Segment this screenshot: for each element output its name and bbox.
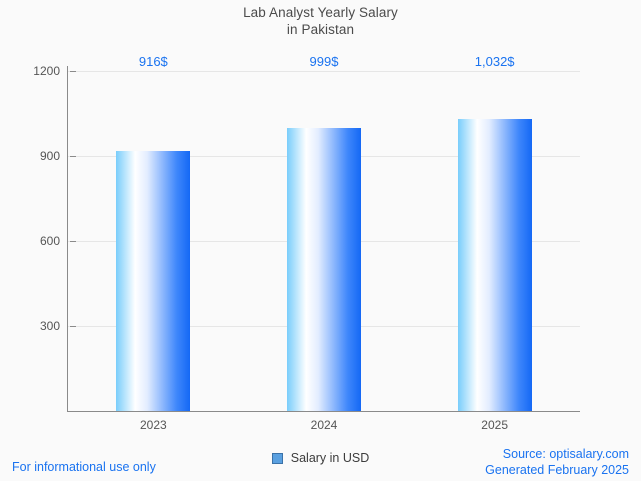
y-tick-label: 600 [39,234,60,248]
x-tick-label-2023: 2023 [139,418,167,432]
bar-2024[interactable] [287,127,361,411]
y-tick-mark [70,241,76,242]
y-tick-label: 1200 [33,64,60,78]
chart-title-line-2: in Pakistan [286,22,355,37]
y-tick-mark [70,71,76,72]
y-axis-ticks: 300 600 900 1200 [8,0,76,481]
chart-legend: Salary in USD [0,451,641,465]
chart-title: Lab Analyst Yearly Salary in Pakistan [0,4,641,38]
value-label-2024: 999$ [309,54,339,69]
legend-label-salary-in-usd: Salary in USD [290,451,370,465]
legend-swatch-salary-in-usd [271,452,283,464]
y-tick-label: 300 [39,319,60,333]
y-tick-mark [70,156,76,157]
gridline [68,71,580,72]
generated-text: Generated February 2025 [485,463,629,477]
bars-layer [68,71,580,411]
value-label-2023: 916$ [138,54,168,69]
value-label-2025: 1,032$ [474,54,515,69]
x-tick-label-2024: 2024 [310,418,338,432]
x-axis-line [67,411,580,412]
source-text: Source: optisalary.com [502,447,629,461]
y-tick-label: 900 [39,149,60,163]
y-axis-line [67,66,68,411]
disclaimer-text: For informational use only [12,460,156,474]
bar-2023[interactable] [116,151,191,411]
chart-title-line-1: Lab Analyst Yearly Salary [243,5,398,20]
x-tick-label-2025: 2025 [481,418,509,432]
source-block: Source: optisalary.com Generated Februar… [485,446,629,478]
bar-2025[interactable] [457,118,532,411]
y-tick-mark [70,326,76,327]
